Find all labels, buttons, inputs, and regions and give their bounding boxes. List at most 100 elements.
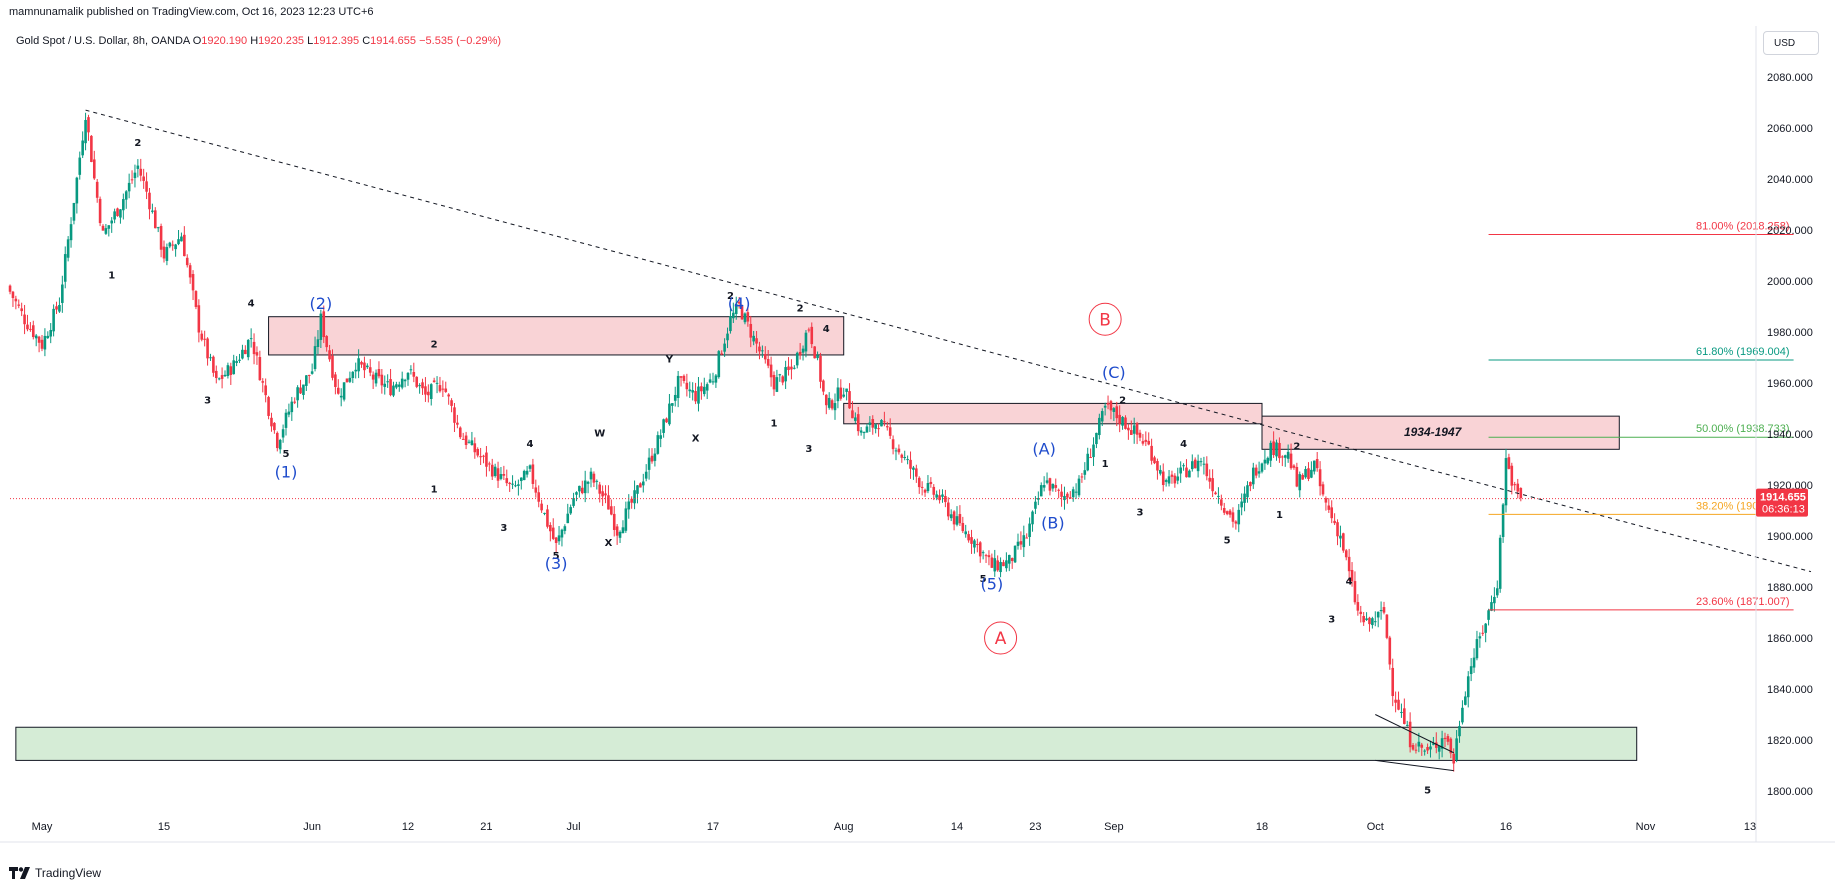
candle xyxy=(560,529,564,538)
candle xyxy=(441,388,445,390)
candle xyxy=(1292,465,1296,468)
y-tick-label: 2040.000 xyxy=(1767,174,1813,186)
fib-level-label: 61.80% (1969.004) xyxy=(1696,346,1790,358)
candle xyxy=(429,384,433,399)
candle xyxy=(1106,402,1110,405)
candle xyxy=(598,484,602,494)
currency-button[interactable]: USD xyxy=(1763,31,1819,55)
candle xyxy=(1135,423,1139,435)
candle xyxy=(996,560,999,571)
fib-level-label: 23.60% (1871.007) xyxy=(1696,596,1790,608)
tradingview-brand[interactable]: TradingView xyxy=(9,866,101,880)
candle xyxy=(290,401,294,413)
candle xyxy=(1347,556,1351,572)
candle xyxy=(938,495,941,501)
x-tick-label: Oct xyxy=(1367,821,1384,833)
candle xyxy=(1037,498,1040,500)
candle xyxy=(1344,550,1348,558)
candle xyxy=(1269,442,1273,461)
candle xyxy=(241,349,244,359)
symbol-name[interactable]: Gold Spot / U.S. Dollar, 8h, OANDA xyxy=(16,35,190,47)
candle xyxy=(1408,721,1412,748)
wave-circle xyxy=(1088,302,1122,336)
candle xyxy=(1013,545,1017,563)
candle xyxy=(493,466,497,477)
candle xyxy=(607,495,610,510)
candle xyxy=(1493,596,1496,604)
candle xyxy=(1510,465,1514,486)
candle xyxy=(554,537,558,543)
candle xyxy=(595,480,599,482)
candle xyxy=(662,419,665,433)
candle xyxy=(1164,480,1168,482)
candle xyxy=(1092,444,1095,458)
candle xyxy=(336,387,340,394)
candle xyxy=(851,410,854,419)
candle xyxy=(162,246,166,259)
candle xyxy=(159,226,163,250)
candle xyxy=(633,490,636,504)
candles-layer xyxy=(8,112,1523,772)
candle xyxy=(1042,485,1046,488)
candle xyxy=(946,502,950,517)
candle xyxy=(499,474,503,479)
candle xyxy=(209,357,212,359)
candle xyxy=(1156,460,1159,471)
wave-labels-layer: 2 1 4 3 5 2 1 3 4 5 W X Y X 2 2 4 1 3 5 2 1 3 4 5 2 1 4 3 5 (2) (1) (3) (… xyxy=(108,138,1431,797)
candle xyxy=(226,365,230,377)
candle xyxy=(793,367,796,369)
candle xyxy=(363,362,366,371)
candle xyxy=(589,471,593,480)
candle xyxy=(883,421,886,423)
candle xyxy=(679,376,683,378)
brand-text: TradingView xyxy=(35,866,102,880)
candle xyxy=(203,338,206,340)
candle xyxy=(871,419,875,428)
candle xyxy=(534,487,538,493)
candle xyxy=(183,234,186,257)
resistance-zone-3 xyxy=(1261,415,1620,450)
candle xyxy=(505,478,509,484)
candle xyxy=(1414,749,1418,751)
candle xyxy=(758,346,761,352)
candle xyxy=(909,459,912,469)
candle xyxy=(714,375,718,383)
candle xyxy=(868,422,872,426)
wave-label-blue: (3) xyxy=(545,554,568,573)
candle xyxy=(1237,509,1241,525)
candle xyxy=(339,395,343,398)
candle xyxy=(490,464,494,477)
candle xyxy=(1190,461,1194,470)
candle xyxy=(1031,511,1034,525)
candle xyxy=(427,391,430,396)
wave-label: 2 xyxy=(1293,441,1300,452)
candle xyxy=(438,385,442,392)
candle xyxy=(665,418,668,423)
candle xyxy=(383,383,387,387)
candle xyxy=(900,454,904,458)
candle xyxy=(1260,463,1264,472)
candle xyxy=(766,359,770,366)
candle xyxy=(795,352,799,366)
candle xyxy=(1472,657,1476,668)
wave-label-circle: B xyxy=(1099,310,1111,330)
candle xyxy=(984,555,988,557)
candle xyxy=(124,191,128,200)
wave-label: 1 xyxy=(771,418,778,429)
candle xyxy=(624,508,628,531)
last-price-badge xyxy=(1756,488,1808,517)
wave-label: 2 xyxy=(1119,395,1126,406)
candle xyxy=(865,426,869,433)
candle xyxy=(197,305,201,333)
wave-label: 5 xyxy=(1424,786,1431,797)
wave-label: 3 xyxy=(500,523,507,534)
candle xyxy=(755,338,758,344)
candle xyxy=(139,168,143,176)
candle xyxy=(720,353,724,355)
candle xyxy=(453,407,456,423)
wave-label-blue: (4) xyxy=(728,294,751,313)
candle xyxy=(113,211,116,220)
candle xyxy=(331,355,334,378)
candle xyxy=(217,378,221,380)
